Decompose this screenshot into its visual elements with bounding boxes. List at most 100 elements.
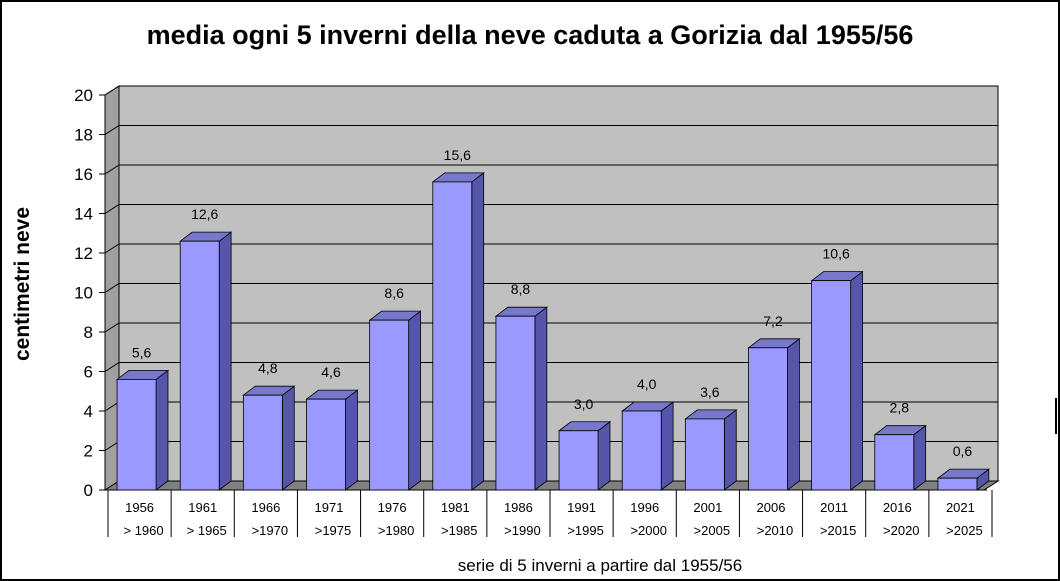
bar-front — [179, 240, 220, 491]
data-label: 4,0 — [637, 376, 657, 392]
category-label-start: 2016 — [883, 500, 912, 515]
category-label-end: >2005 — [694, 523, 731, 538]
bar-side — [345, 389, 358, 491]
category-label-end: > 1960 — [124, 523, 164, 538]
category-label-start: 2006 — [757, 500, 786, 515]
bar-side — [723, 409, 737, 491]
bar-side — [281, 385, 295, 491]
y-tick-label: 10 — [74, 284, 93, 303]
y-tick-label: 8 — [84, 323, 93, 342]
bar-front — [369, 319, 410, 491]
data-label: 4,8 — [258, 360, 278, 376]
bar-front — [116, 378, 157, 491]
bar-front — [874, 434, 915, 491]
category-label-start: 1961 — [188, 500, 217, 515]
category-label-start: 2011 — [820, 500, 848, 515]
plot-floor — [103, 480, 1000, 491]
bar-front — [811, 280, 852, 491]
y-tick-label: 6 — [84, 363, 93, 382]
bar-side — [534, 306, 548, 491]
chart-title: media ogni 5 inverni della neve caduta a… — [146, 20, 914, 50]
data-label: 10,6 — [823, 246, 850, 262]
data-label: 8,6 — [384, 285, 404, 301]
category-label-end: >1985 — [441, 523, 478, 538]
bar — [873, 424, 927, 491]
bar-front — [495, 315, 536, 491]
category-label-end: >1990 — [504, 523, 541, 538]
data-label: 4,6 — [321, 364, 341, 380]
bar — [810, 270, 864, 491]
gridline — [104, 85, 998, 96]
bar-side — [408, 310, 421, 491]
category-label-start: 1966 — [251, 500, 280, 515]
gridline — [104, 362, 998, 372]
y-tick-label: 0 — [84, 481, 93, 500]
category-label-start: 1991 — [567, 500, 596, 515]
data-label: 15,6 — [444, 147, 471, 163]
category-label-end: >1980 — [378, 523, 415, 538]
data-label: 2,8 — [890, 400, 910, 416]
bar-front — [684, 418, 725, 491]
data-label: 3,6 — [700, 384, 720, 400]
bar-side — [787, 337, 800, 491]
y-tick-label: 14 — [74, 205, 93, 224]
bar-front — [621, 410, 662, 491]
category-label-end: >1995 — [567, 523, 604, 538]
category-label-start: 1981 — [441, 500, 470, 515]
gridline — [104, 164, 998, 175]
y-tick-label: 4 — [84, 402, 93, 421]
category-label-start: 1986 — [504, 500, 533, 515]
gridline — [104, 243, 998, 254]
bar-front — [242, 394, 283, 491]
y-tick-label: 12 — [74, 244, 93, 263]
bar — [242, 385, 296, 491]
data-label: 12,6 — [191, 206, 218, 222]
bar — [115, 369, 170, 491]
bar-side — [660, 401, 674, 491]
gridline — [104, 283, 998, 293]
bar-side — [155, 369, 169, 491]
bar — [621, 401, 675, 491]
bar-front — [558, 430, 599, 491]
bar — [179, 231, 233, 491]
category-label-start: 2021 — [946, 500, 975, 515]
category-label-end: >2020 — [883, 523, 920, 538]
y-tick-label: 20 — [74, 86, 93, 105]
data-label: 5,6 — [132, 344, 152, 360]
bar-side — [913, 424, 927, 491]
category-label-start: 1956 — [125, 500, 154, 515]
bar-side — [471, 172, 485, 491]
bar-side — [597, 420, 611, 491]
bar-side — [850, 270, 863, 491]
category-label-end: >2010 — [757, 523, 794, 538]
bar — [431, 172, 485, 491]
gridline — [104, 204, 998, 214]
bar — [936, 468, 991, 491]
bar — [305, 389, 359, 491]
bar — [684, 409, 738, 491]
y-tick-label: 18 — [74, 126, 93, 145]
x-axis-label: serie di 5 inverni a partire dal 1955/56 — [457, 556, 743, 575]
category-label-end: >2000 — [630, 523, 667, 538]
category-label-start: 1976 — [378, 500, 407, 515]
gridline — [104, 322, 998, 333]
category-label-end: >1970 — [252, 523, 289, 538]
category-label-start: 2001 — [693, 500, 722, 515]
category-label-end: >2025 — [946, 523, 983, 538]
y-tick-label: 2 — [84, 442, 93, 461]
bar — [747, 337, 801, 491]
bar — [368, 310, 422, 491]
gridline — [104, 125, 998, 135]
category-label-end: > 1965 — [187, 523, 227, 538]
bar-front — [432, 181, 473, 491]
bar-front — [748, 347, 788, 491]
category-label-end: >2015 — [820, 523, 857, 538]
y-tick-label: 16 — [74, 165, 93, 184]
data-label: 3,0 — [574, 396, 594, 412]
data-label: 8,8 — [511, 281, 531, 297]
category-label-start: 1996 — [630, 500, 659, 515]
category-label-start: 1971 — [315, 500, 344, 515]
bar-side — [218, 231, 232, 491]
bar-front — [306, 398, 346, 491]
